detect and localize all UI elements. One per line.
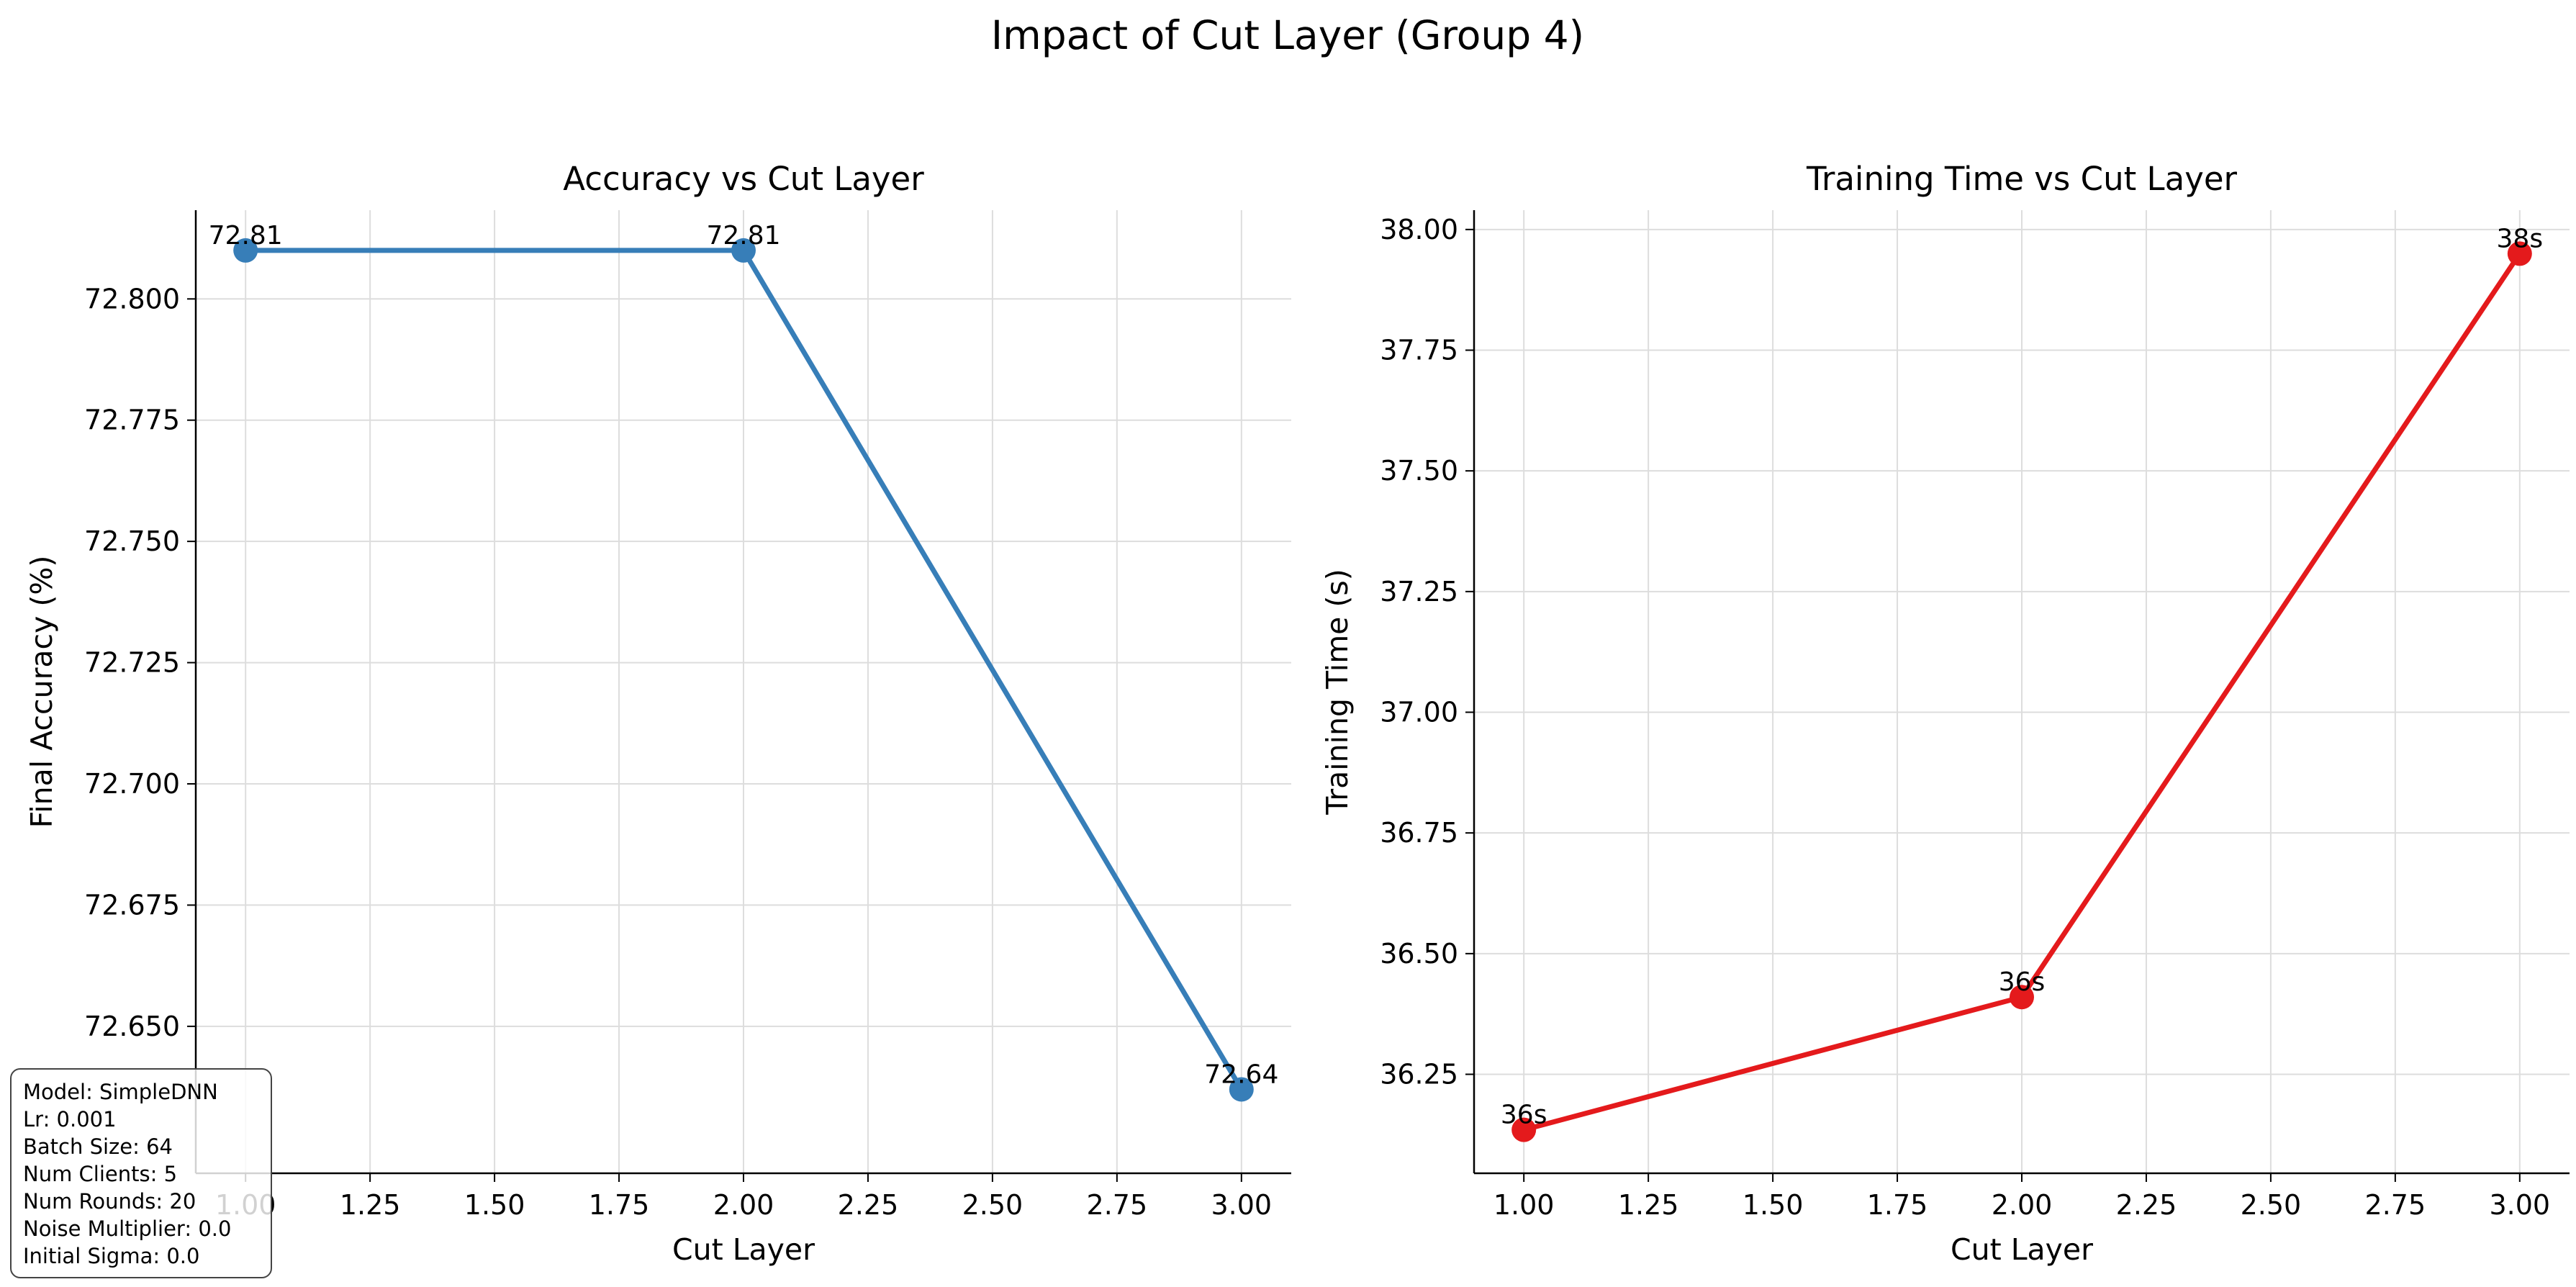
y-tick-label: 72.750 [84, 525, 180, 557]
y-tick-label: 36.75 [1380, 817, 1458, 849]
parameter-line: Num Rounds: 20 [23, 1189, 196, 1214]
parameter-line: Initial Sigma: 0.0 [23, 1244, 200, 1268]
parameter-line: Model: SimpleDNN [23, 1080, 218, 1104]
x-tick-label: 1.50 [464, 1189, 525, 1221]
y-tick-label: 72.725 [84, 647, 180, 679]
x-tick-label: 1.25 [1618, 1189, 1679, 1221]
x-tick-label: 1.75 [589, 1189, 650, 1221]
parameter-line: Num Clients: 5 [23, 1162, 178, 1186]
parameter-line: Batch Size: 64 [23, 1134, 173, 1159]
x-tick-label: 3.00 [1211, 1189, 1273, 1221]
data-point-label: 72.81 [209, 221, 283, 250]
data-point [1229, 1077, 1254, 1102]
data-point [731, 238, 756, 263]
y-tick-label: 37.75 [1380, 334, 1458, 366]
x-tick-label: 2.25 [2116, 1189, 2177, 1221]
y-tick-label: 72.775 [84, 405, 180, 436]
x-tick-label: 2.25 [838, 1189, 899, 1221]
data-point [2507, 241, 2532, 266]
y-tick-label: 72.800 [84, 283, 180, 315]
y-tick-label: 37.25 [1380, 576, 1458, 608]
x-tick-label: 2.00 [713, 1189, 774, 1221]
data-point-label: 36s [1501, 1101, 1547, 1130]
parameter-line: Noise Multiplier: 0.0 [23, 1216, 232, 1241]
figure-suptitle: Impact of Cut Layer (Group 4) [991, 12, 1584, 58]
x-tick-label: 2.75 [1087, 1189, 1148, 1221]
y-tick-label: 72.675 [84, 889, 180, 921]
x-axis-label: Cut Layer [672, 1232, 815, 1267]
subplot-title: Accuracy vs Cut Layer [563, 160, 924, 198]
x-tick-label: 1.25 [340, 1189, 401, 1221]
x-tick-label: 2.00 [1992, 1189, 2053, 1221]
y-tick-label: 36.25 [1380, 1059, 1458, 1090]
data-point-label: 38s [2497, 224, 2544, 253]
x-axis-label: Cut Layer [1951, 1232, 2093, 1267]
data-point [1511, 1117, 1537, 1142]
x-tick-label: 2.75 [2365, 1189, 2426, 1221]
data-point [2010, 985, 2034, 1010]
data-point-label: 72.81 [706, 221, 780, 250]
parameter-line: Lr: 0.001 [23, 1107, 117, 1132]
x-tick-label: 2.50 [962, 1189, 1023, 1221]
data-point-label: 72.64 [1204, 1060, 1278, 1089]
data-point [233, 238, 258, 263]
y-tick-label: 72.650 [84, 1011, 180, 1042]
y-tick-label: 38.00 [1380, 214, 1458, 245]
y-tick-label: 36.50 [1380, 938, 1458, 970]
y-axis-label: Final Accuracy (%) [24, 556, 59, 828]
training-time-plot: 1.00 1.25 1.50 1.75 2.00 2.25 2.50 2.75 3.00 36.2… [1320, 160, 2570, 1267]
data-point-label: 36s [1999, 967, 2046, 997]
x-tick-label: 1.50 [1743, 1189, 1804, 1221]
y-tick-label: 37.50 [1380, 455, 1458, 487]
y-axis-label: Training Time (s) [1320, 569, 1355, 816]
y-tick-label: 72.700 [84, 768, 180, 800]
x-tick-label: 1.00 [1493, 1189, 1555, 1221]
parameters-legend-box: Model: SimpleDNN Lr: 0.001 Batch Size: 64 N… [10, 1068, 272, 1278]
accuracy-plot: 1.001.251.501.752.002.252.502.753.0072.6… [24, 160, 1291, 1267]
y-tick-label: 37.00 [1380, 697, 1458, 728]
x-tick-label: 2.50 [2241, 1189, 2302, 1221]
x-tick-label: 1.75 [1867, 1189, 1928, 1221]
subplot-title: Training Time vs Cut Layer [1806, 160, 2238, 198]
x-tick-label: 3.00 [2490, 1189, 2551, 1221]
